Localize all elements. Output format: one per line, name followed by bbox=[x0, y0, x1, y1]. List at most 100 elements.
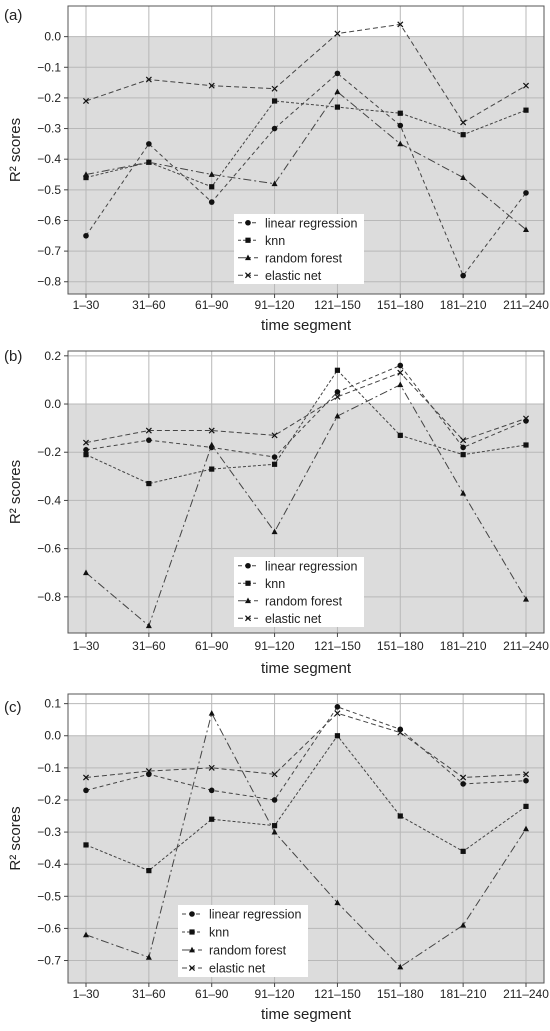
panel-label: (a) bbox=[4, 7, 22, 24]
data-point bbox=[523, 803, 529, 809]
data-point bbox=[460, 490, 467, 496]
data-point bbox=[460, 922, 467, 928]
y-tick-label: −0.5 bbox=[37, 889, 61, 903]
data-point bbox=[208, 171, 215, 177]
x-tick-label: 1–30 bbox=[73, 298, 100, 312]
series-line bbox=[85, 706, 527, 801]
data-point bbox=[271, 98, 278, 104]
data-point bbox=[208, 82, 215, 89]
data-point bbox=[208, 764, 215, 771]
data-point bbox=[334, 70, 341, 77]
data-point bbox=[208, 710, 215, 716]
x-tick-label: 211–240 bbox=[503, 987, 549, 1001]
legend-item: linear regression bbox=[238, 559, 357, 573]
data-point bbox=[334, 733, 341, 739]
data-point bbox=[146, 141, 152, 147]
chart-panel-3: 0.1 0.0 −0.1 −0.2 −0.3 −0.4 −0.5 −0.6 −0.7 1–30 31… bbox=[4, 693, 549, 1023]
legend-item: linear regression bbox=[182, 908, 301, 922]
y-tick-label: −0.8 bbox=[37, 275, 61, 289]
series-line bbox=[85, 712, 527, 778]
data-point bbox=[334, 393, 341, 400]
panel-label: (b) bbox=[4, 348, 22, 365]
legend-label: knn bbox=[265, 234, 285, 248]
legend-marker bbox=[189, 929, 195, 935]
series-circle bbox=[83, 70, 529, 279]
y-tick-label: 0.0 bbox=[44, 729, 61, 743]
legend-label: knn bbox=[209, 926, 229, 940]
data-point bbox=[271, 180, 278, 187]
x-tick-label: 181–210 bbox=[440, 987, 487, 1001]
data-point bbox=[83, 171, 89, 177]
x-tick-label: 211–240 bbox=[503, 298, 549, 312]
data-point bbox=[397, 140, 404, 147]
data-point bbox=[460, 132, 466, 138]
x-axis-title: time segment bbox=[261, 317, 352, 334]
data-point bbox=[460, 437, 467, 444]
data-point bbox=[397, 122, 404, 129]
data-point bbox=[83, 232, 89, 239]
series-cross bbox=[82, 710, 530, 781]
legend-item: knn bbox=[182, 926, 229, 940]
y-tick-label: −0.6 bbox=[37, 542, 61, 556]
x-tick-label: 61–90 bbox=[195, 639, 229, 653]
data-point bbox=[397, 432, 403, 438]
legend-marker bbox=[244, 272, 252, 279]
legend: linear regression knn random forest elastic… bbox=[234, 557, 364, 627]
x-tick-label: 181–210 bbox=[440, 298, 487, 312]
data-point bbox=[522, 415, 530, 422]
legend-marker bbox=[245, 597, 251, 604]
y-tick-label: −0.3 bbox=[37, 825, 61, 839]
x-tick-label: 31–60 bbox=[132, 987, 166, 1001]
panel-label: (c) bbox=[4, 699, 22, 716]
legend-box bbox=[234, 214, 364, 284]
data-point bbox=[334, 704, 341, 710]
data-point bbox=[271, 85, 278, 92]
data-point bbox=[271, 454, 278, 460]
data-point bbox=[523, 442, 529, 448]
data-point bbox=[460, 848, 466, 854]
series-circle bbox=[83, 362, 529, 460]
y-tick-label: −0.2 bbox=[37, 91, 61, 105]
x-tick-label: 151–180 bbox=[377, 987, 424, 1001]
y-tick-label: −0.4 bbox=[37, 493, 61, 507]
plot-frame bbox=[67, 693, 545, 984]
legend-marker bbox=[245, 562, 251, 569]
series-triangle bbox=[83, 710, 529, 970]
x-axis-title: time segment bbox=[261, 660, 352, 677]
legend-label: elastic net bbox=[265, 269, 322, 283]
data-point bbox=[460, 174, 467, 180]
data-point bbox=[271, 461, 278, 467]
data-point bbox=[522, 771, 530, 778]
legend-item: linear regression bbox=[238, 216, 357, 230]
data-point bbox=[460, 272, 466, 279]
x-tick-label: 121–150 bbox=[314, 639, 361, 653]
data-point bbox=[83, 569, 89, 576]
series-line bbox=[85, 91, 527, 231]
legend-item: elastic net bbox=[238, 612, 322, 626]
y-tick-label: −0.2 bbox=[37, 793, 61, 807]
chart-panel-1: 0.0 −0.1 −0.2 −0.3 −0.4 −0.5 −0.6 −0.7 −0.8 1–30 3… bbox=[4, 5, 549, 334]
data-point bbox=[334, 30, 341, 37]
data-point bbox=[271, 125, 278, 132]
legend-item: random forest bbox=[238, 594, 343, 608]
legend-marker bbox=[245, 254, 251, 261]
y-tick-label: 0.0 bbox=[44, 397, 61, 411]
data-point bbox=[271, 797, 278, 803]
data-point bbox=[83, 842, 89, 848]
x-tick-label: 91–120 bbox=[255, 639, 295, 653]
data-point bbox=[271, 771, 278, 778]
legend-item: knn bbox=[238, 577, 285, 591]
data-point bbox=[523, 226, 529, 233]
legend-label: random forest bbox=[265, 251, 343, 265]
legend: linear regression knn random forest elastic… bbox=[178, 905, 308, 977]
legend-label: linear regression bbox=[265, 559, 357, 573]
data-point bbox=[397, 110, 403, 116]
y-tick-label: −0.3 bbox=[37, 122, 61, 136]
x-tick-label: 91–120 bbox=[255, 987, 295, 1001]
data-point bbox=[397, 369, 404, 376]
legend-label: elastic net bbox=[265, 612, 322, 626]
y-tick-label: −0.6 bbox=[37, 921, 61, 935]
legend-item: elastic net bbox=[182, 962, 266, 976]
series-line bbox=[85, 734, 527, 872]
